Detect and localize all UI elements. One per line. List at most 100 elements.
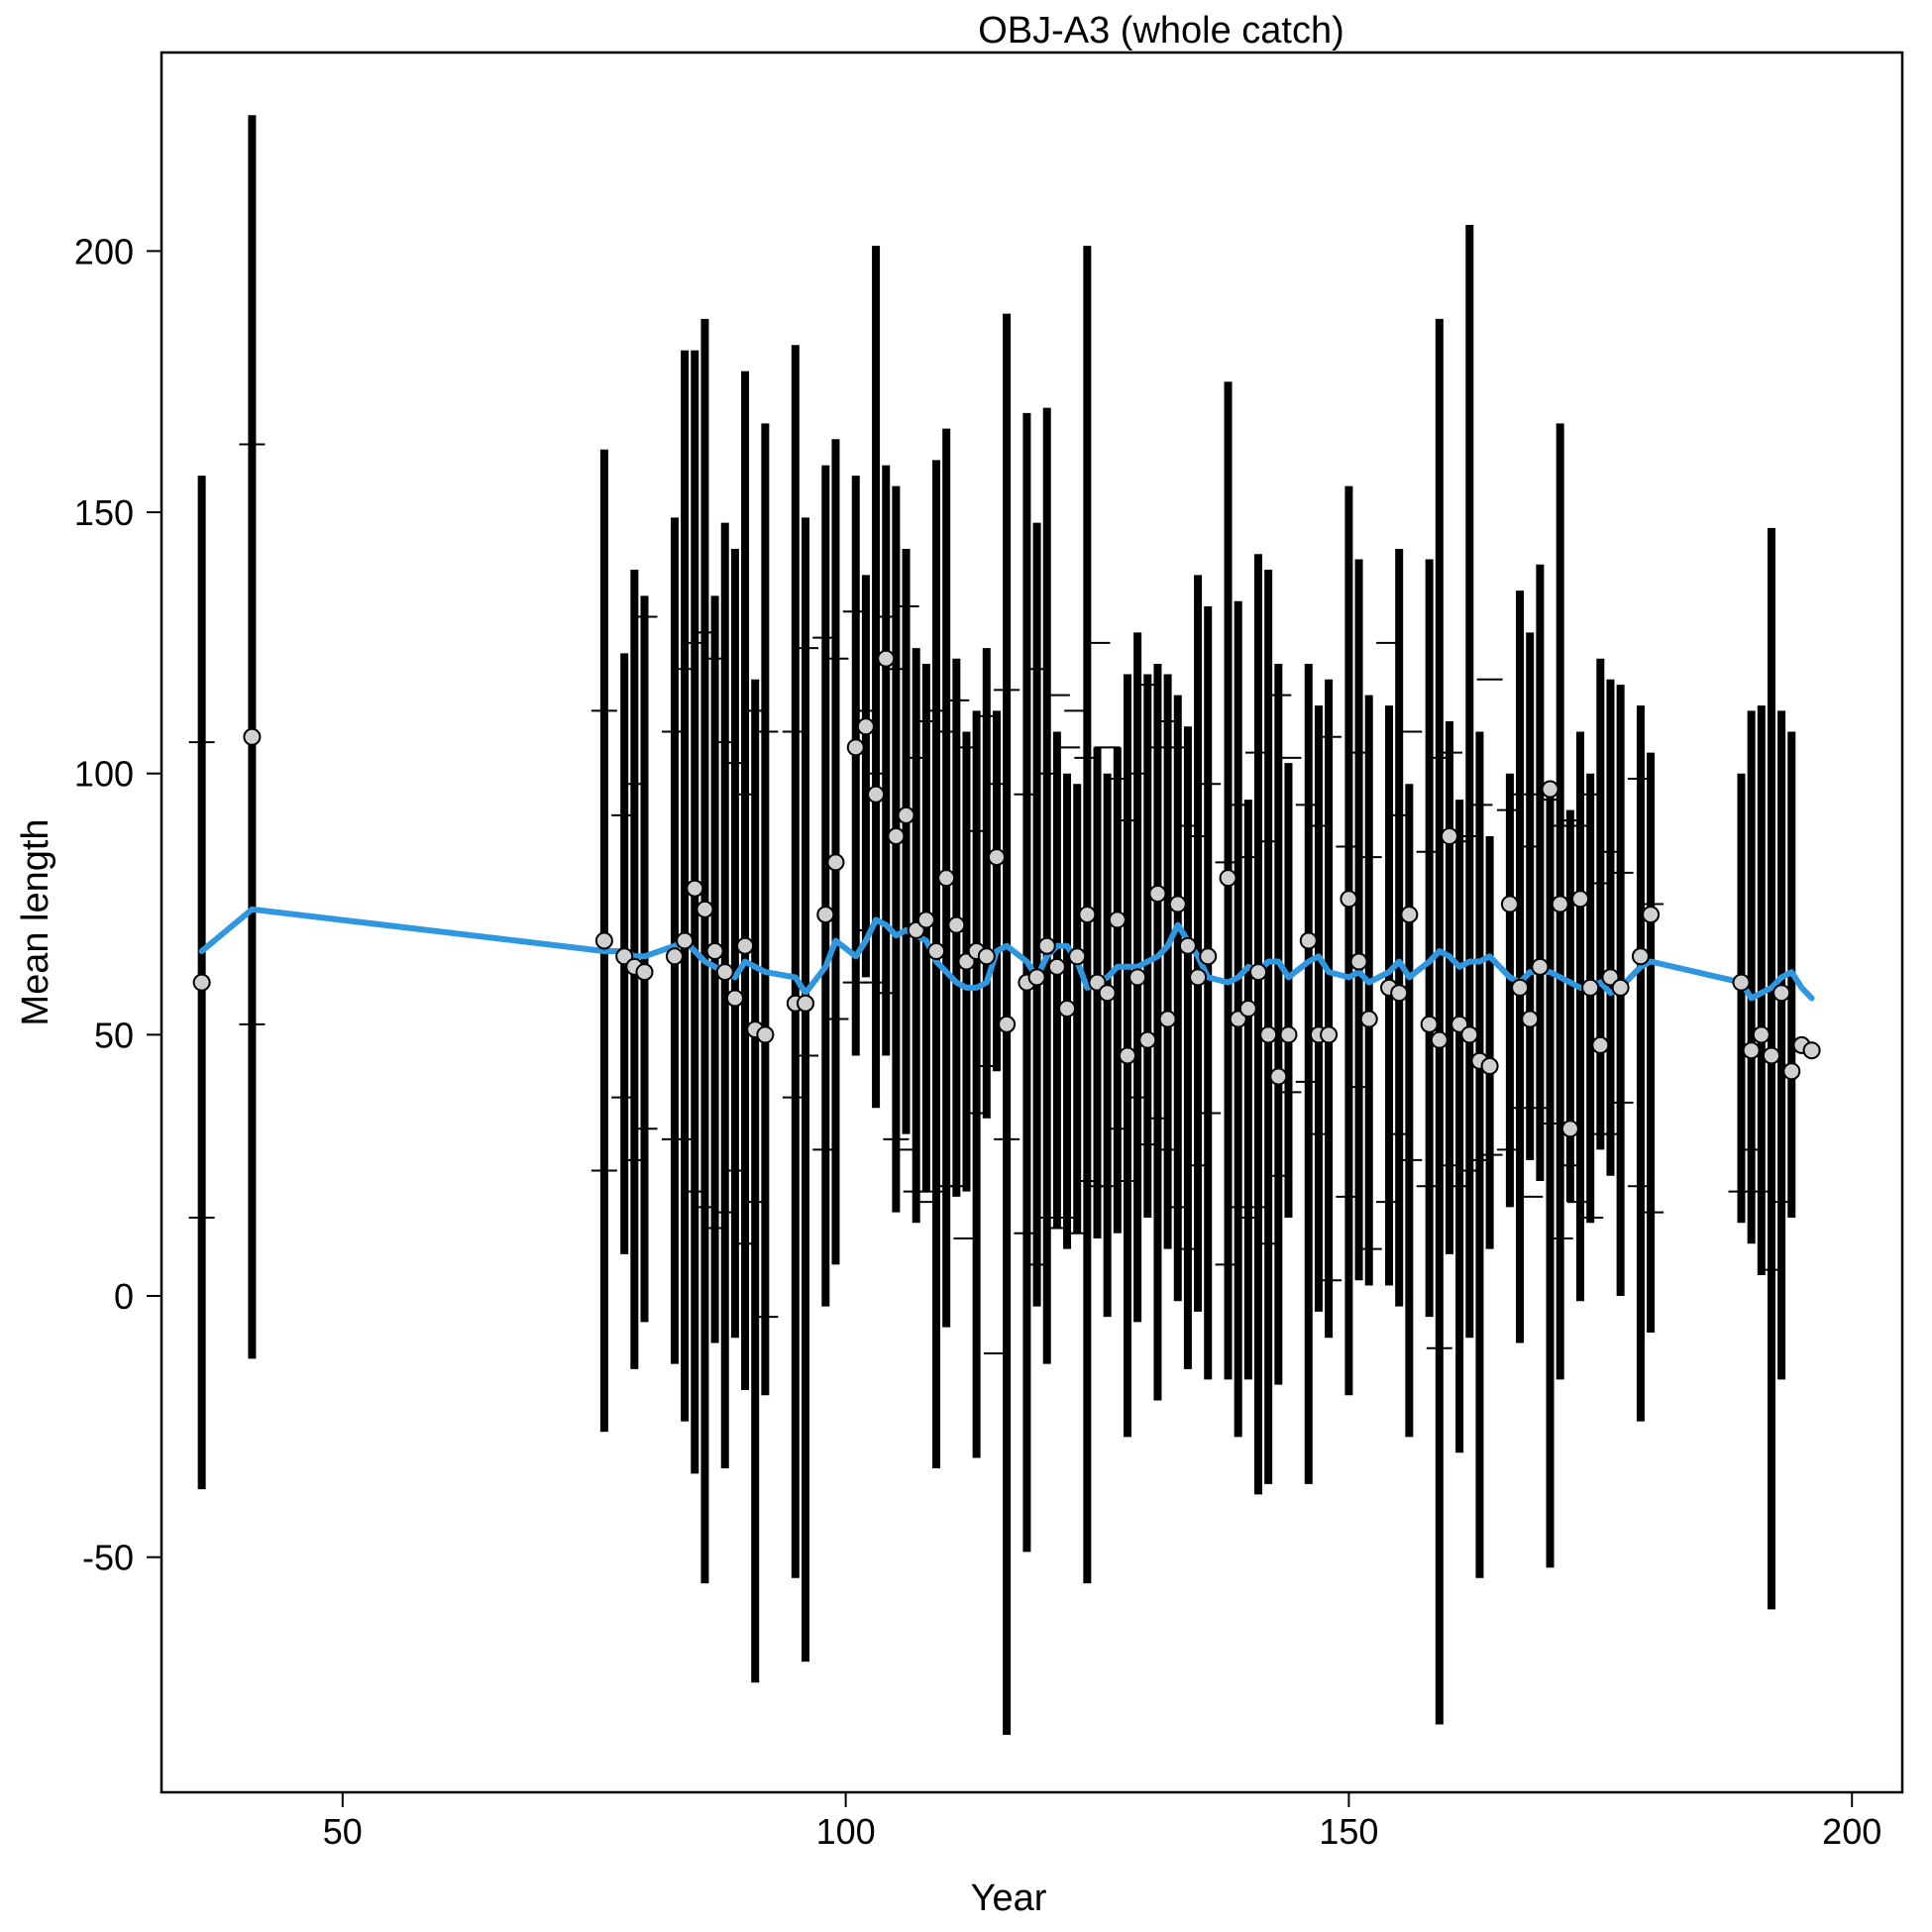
observed-point <box>987 848 1006 867</box>
observed-point <box>1037 936 1056 955</box>
observed-point <box>1571 890 1590 909</box>
x-tick-label: 50 <box>323 1811 363 1852</box>
observed-point <box>1420 1015 1439 1033</box>
observed-point <box>1762 1046 1780 1065</box>
observed-point <box>725 989 744 1008</box>
observed-point <box>1178 936 1197 955</box>
observed-point <box>887 826 906 845</box>
observed-point <box>1047 957 1066 976</box>
observed-point <box>1390 984 1409 1003</box>
observed-point <box>594 931 613 950</box>
observed-point <box>705 942 724 961</box>
observed-point <box>676 931 695 950</box>
observed-point <box>1802 1041 1821 1060</box>
observed-point <box>1168 895 1187 913</box>
y-axis-title: Mean length <box>15 818 56 1025</box>
observed-point <box>1541 780 1559 799</box>
observed-point <box>635 963 654 982</box>
observed-point <box>736 936 755 955</box>
observed-point <box>1551 895 1569 913</box>
y-axis: -50 0 50 100 150 200 <box>74 231 161 1578</box>
x-axis-title: Year <box>971 1878 1047 1919</box>
observed-point <box>1742 1041 1761 1060</box>
observed-point <box>1440 826 1458 845</box>
observed-point <box>686 879 704 898</box>
observed-point <box>1128 968 1147 987</box>
observed-point <box>977 947 996 966</box>
plot-frame <box>160 51 1904 1794</box>
observed-point <box>867 785 886 804</box>
observed-point <box>1148 884 1167 903</box>
observed-point <box>1581 978 1600 997</box>
observed-point <box>856 717 875 736</box>
observed-point <box>1460 1025 1479 1044</box>
observed-point <box>1279 1025 1298 1044</box>
observed-point <box>1108 911 1127 929</box>
x-tick-label: 150 <box>1319 1811 1378 1852</box>
observed-point <box>1400 906 1419 924</box>
observed-point <box>1189 968 1208 987</box>
observed-point <box>998 1015 1017 1033</box>
observed-point <box>1098 984 1117 1003</box>
observed-point <box>1269 1067 1288 1086</box>
observed-point <box>1340 890 1358 909</box>
y-tick-label: -50 <box>82 1538 134 1578</box>
y-tick-label: 150 <box>74 492 134 533</box>
observed-point <box>1349 952 1368 971</box>
observed-point <box>1027 968 1046 987</box>
y-tick-label: 0 <box>114 1276 134 1317</box>
observed-point <box>1299 931 1318 950</box>
y-tick-label: 50 <box>94 1015 134 1055</box>
observed-point <box>1772 984 1791 1003</box>
observed-point <box>1118 1046 1136 1065</box>
observed-point <box>897 805 915 824</box>
observed-point <box>826 853 845 872</box>
observed-point <box>1521 1010 1540 1028</box>
observed-point <box>1631 947 1650 966</box>
points-layer <box>192 649 1821 1138</box>
observed-point <box>1249 963 1268 982</box>
observed-point <box>1320 1025 1339 1044</box>
observed-point <box>715 963 734 982</box>
fitted-line <box>198 906 1815 1002</box>
observed-point <box>1611 978 1630 997</box>
observed-point <box>1782 1062 1801 1081</box>
observed-point <box>1058 1000 1077 1019</box>
observed-point <box>756 1025 775 1044</box>
observed-point <box>877 649 896 668</box>
observed-point <box>1752 1025 1771 1044</box>
observed-point <box>696 900 714 918</box>
observed-point <box>916 911 935 929</box>
observed-point <box>1068 947 1087 966</box>
observed-point <box>1591 1035 1610 1054</box>
observed-point <box>1511 978 1530 997</box>
y-tick-label: 200 <box>74 231 134 271</box>
observed-point <box>1359 1010 1378 1028</box>
observed-point <box>796 994 814 1013</box>
observed-point <box>947 915 966 934</box>
observed-point <box>1430 1030 1449 1049</box>
observed-point <box>816 906 835 924</box>
y-tick-label: 100 <box>74 754 134 795</box>
observed-point <box>1138 1030 1157 1049</box>
fit-line-layer <box>198 906 1815 1002</box>
observed-point <box>243 727 262 746</box>
observed-point <box>665 947 684 966</box>
observed-point <box>1158 1010 1177 1028</box>
observed-point <box>1531 957 1550 976</box>
observed-point <box>846 738 865 757</box>
observed-point <box>1732 973 1751 992</box>
observed-point <box>1078 906 1097 924</box>
observed-point <box>1219 869 1237 888</box>
observed-point <box>1560 1120 1579 1138</box>
chart-title: OBJ-A3 (whole catch) <box>978 10 1344 52</box>
observed-point <box>937 869 956 888</box>
observed-point <box>1238 1000 1257 1019</box>
observed-point <box>1199 947 1218 966</box>
observed-point <box>1500 895 1519 913</box>
x-tick-label: 200 <box>1822 1811 1881 1852</box>
observed-point <box>927 942 946 961</box>
x-tick-label: 100 <box>816 1811 876 1852</box>
x-axis: 50 100 150 200 <box>323 1792 1881 1852</box>
